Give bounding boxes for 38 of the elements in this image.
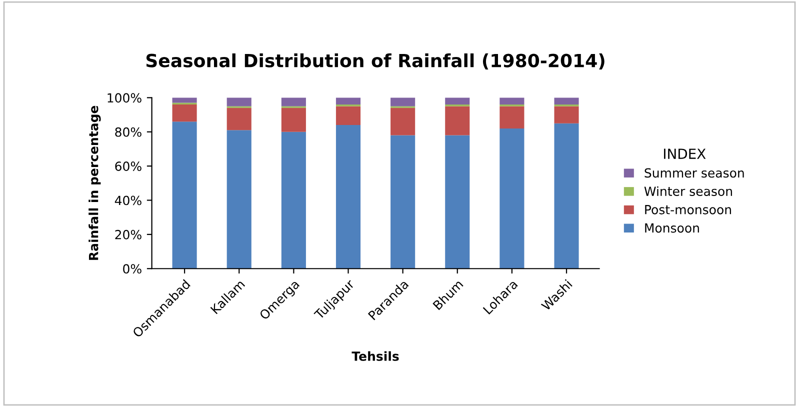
bar <box>172 98 197 103</box>
legend-label: Summer season <box>644 168 744 178</box>
legend-title: INDEX <box>664 148 706 159</box>
bar <box>226 130 252 269</box>
bar <box>445 106 470 136</box>
bar <box>500 128 524 269</box>
legend-label: Winter season <box>644 186 732 196</box>
y-tick-label: 40% <box>114 196 142 206</box>
bar <box>281 108 306 132</box>
bar <box>445 98 470 105</box>
bar <box>281 98 306 106</box>
bar <box>554 106 579 124</box>
x-axis-title: Tehsils <box>352 351 399 361</box>
legend-label: Monsoon <box>645 223 699 233</box>
y-axis-title: Rainfall in percentage <box>88 106 101 260</box>
bar <box>336 125 361 269</box>
bar <box>172 122 197 269</box>
bar <box>554 123 579 269</box>
legend-label: Post-monsoon <box>645 205 731 214</box>
bar <box>336 98 361 105</box>
y-tick-label: 0% <box>123 264 142 274</box>
bar <box>445 135 470 269</box>
bar <box>554 98 579 105</box>
bar <box>500 98 524 105</box>
bar <box>226 98 252 106</box>
bar <box>336 106 361 126</box>
bar <box>390 108 416 136</box>
bar <box>390 135 416 269</box>
bar <box>226 108 252 130</box>
y-tick-label: 100% <box>108 93 142 103</box>
y-tick-label: 20% <box>115 230 142 240</box>
bar <box>390 98 416 106</box>
bar <box>281 132 306 269</box>
y-tick-label: 80% <box>115 127 142 137</box>
bar <box>500 106 524 128</box>
bar <box>172 104 197 122</box>
y-tick-label: 60% <box>115 162 142 171</box>
chart-title: Seasonal Distribution of Rainfall (1980-2014) <box>146 53 604 70</box>
